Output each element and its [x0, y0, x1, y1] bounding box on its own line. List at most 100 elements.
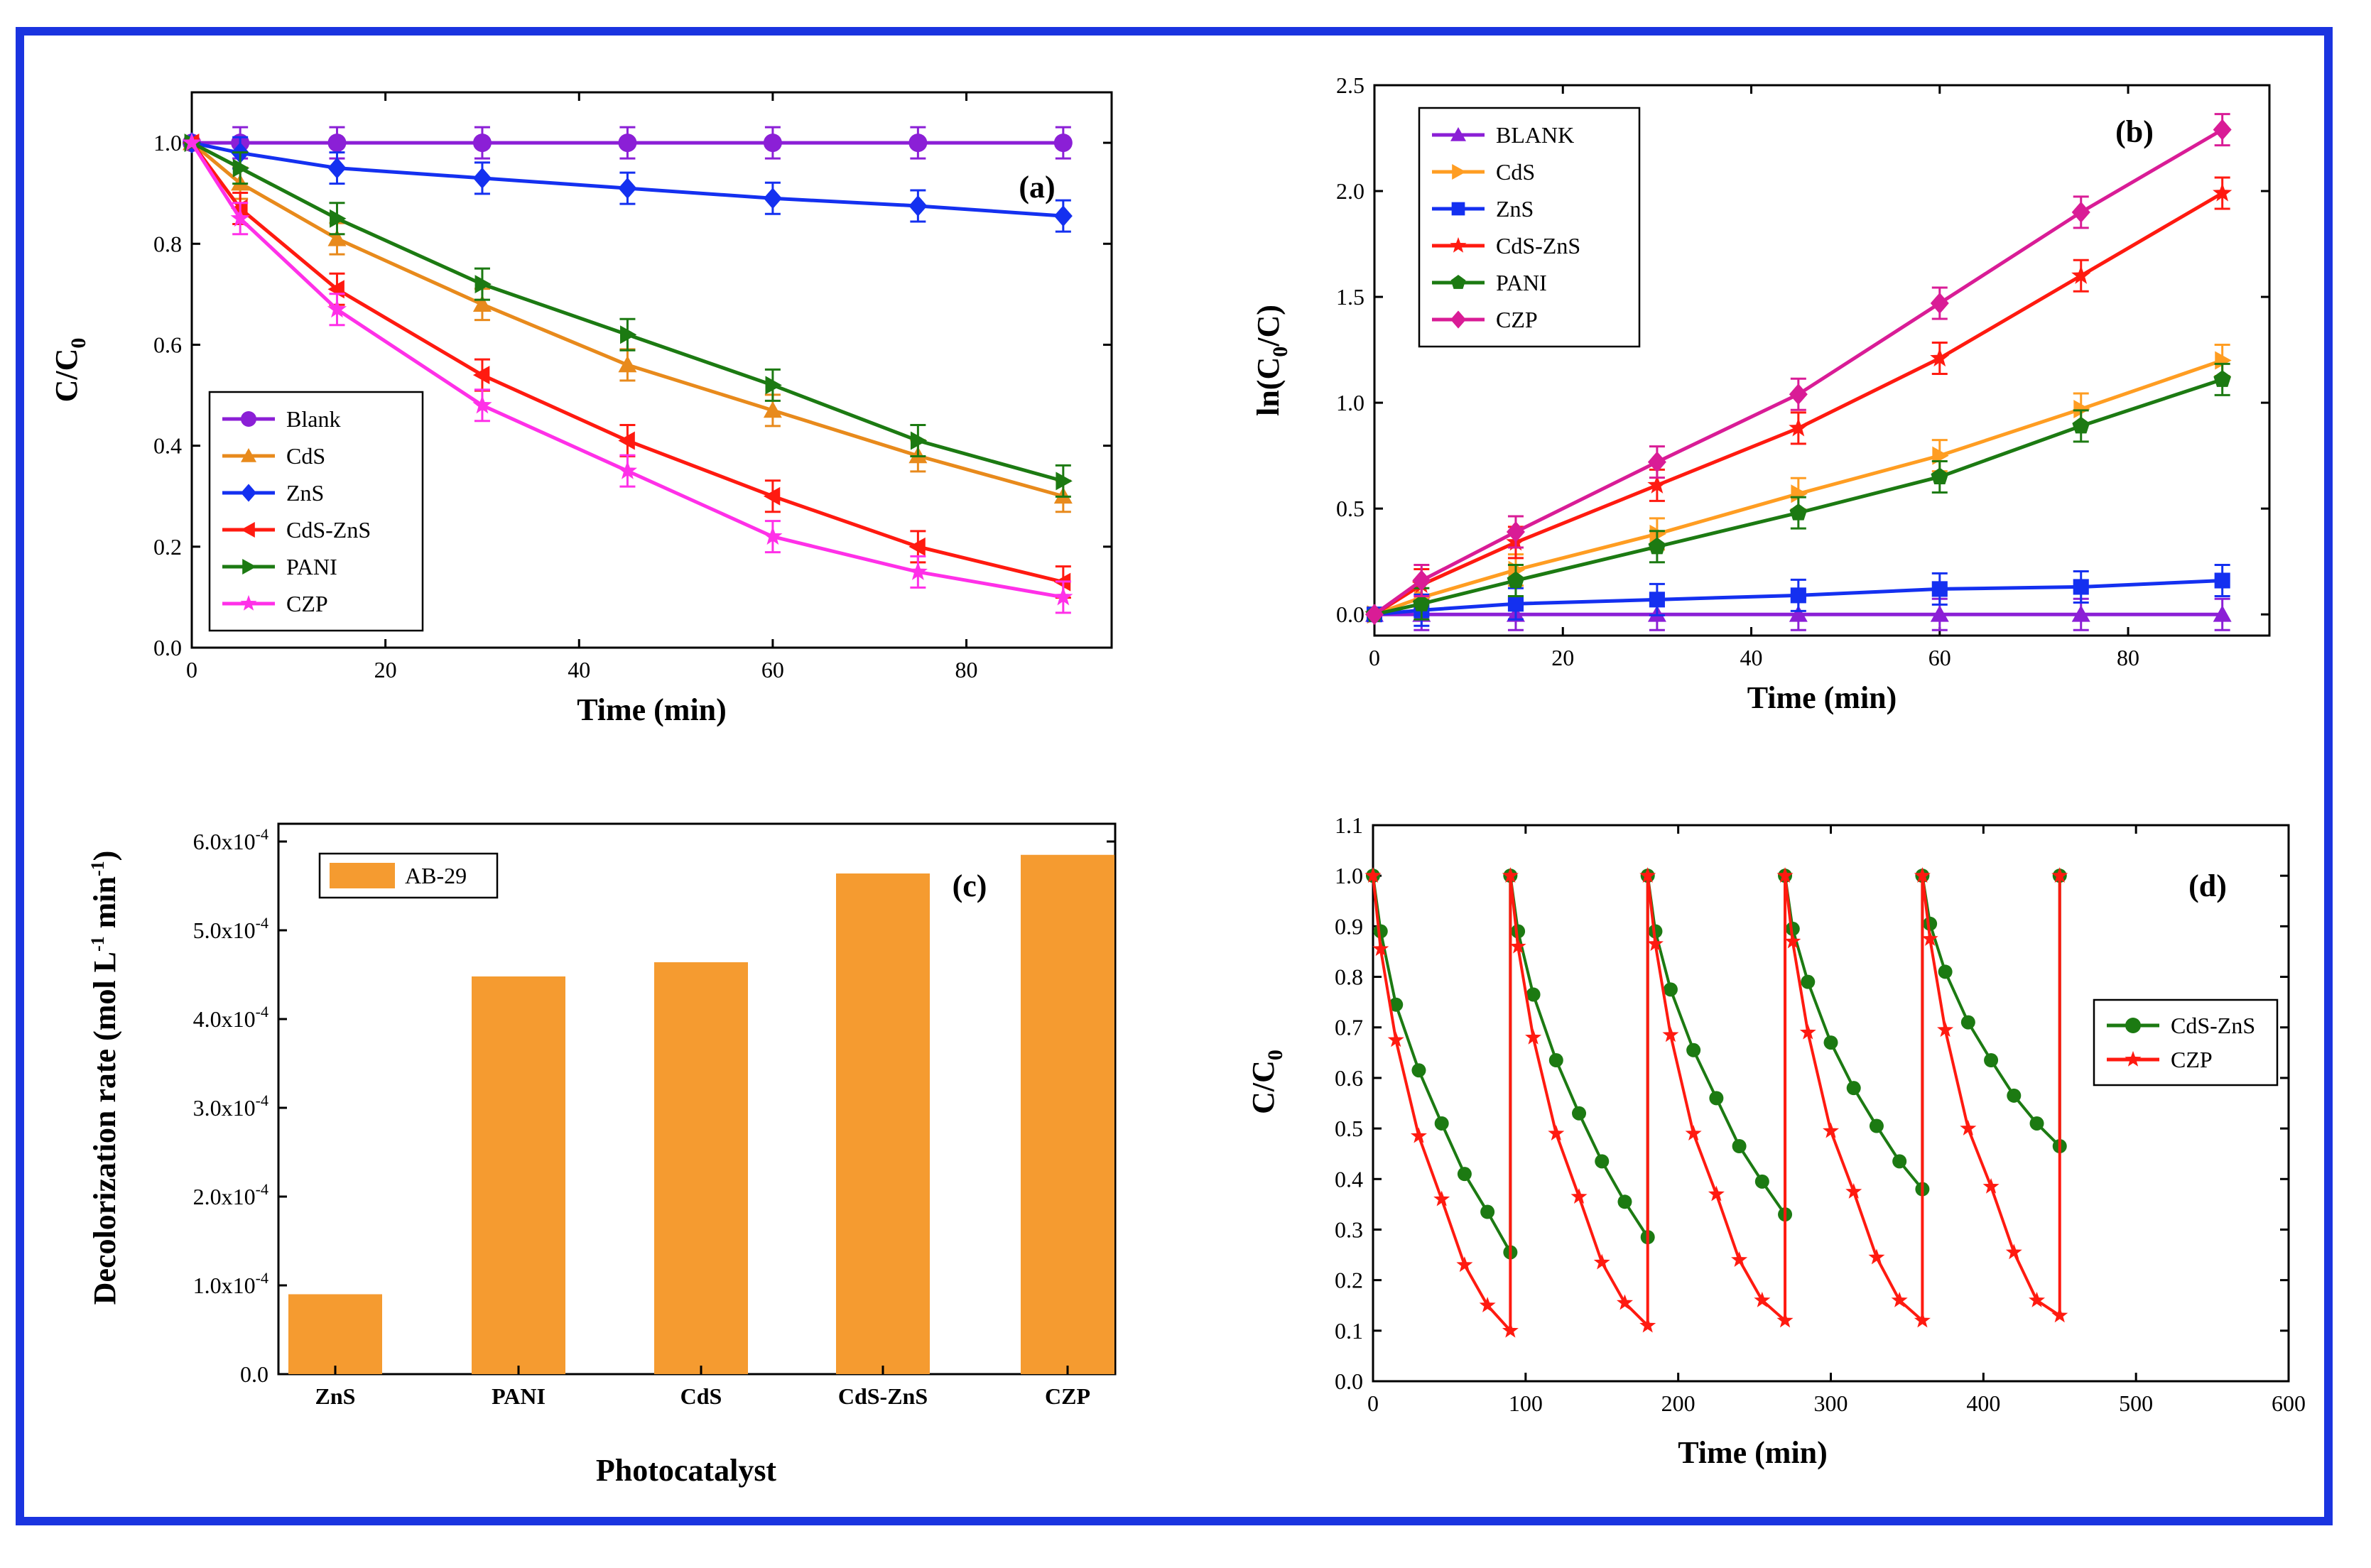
legend-label: BLANK — [1496, 122, 1574, 148]
y-tick-label: 0.1 — [1335, 1318, 1363, 1344]
data-point — [1457, 1167, 1472, 1182]
data-point — [1639, 1317, 1656, 1333]
legend-label: PANI — [1496, 270, 1547, 295]
legend-marker — [1450, 236, 1467, 253]
data-point — [1938, 964, 1953, 979]
data-point — [1647, 475, 1667, 494]
y-tick-label: 1.0 — [153, 130, 182, 156]
y-tick-label: 1.0 — [1335, 863, 1363, 888]
legend-entry: ZnS — [222, 480, 324, 506]
data-point — [1616, 1294, 1633, 1310]
data-point — [2213, 183, 2232, 202]
plot-frame — [190, 91, 1113, 649]
series-czp — [182, 132, 1073, 614]
y-tick-label: 0.0 — [153, 635, 182, 660]
bar-zns — [288, 1294, 382, 1374]
series-line — [1374, 579, 2223, 616]
data-point — [1776, 1312, 1794, 1328]
x-tick-label: 500 — [2119, 1390, 2153, 1416]
data-point — [908, 134, 928, 153]
data-point — [1754, 1292, 1771, 1307]
data-point — [1480, 1204, 1495, 1219]
legend-label: AB-29 — [405, 863, 467, 888]
data-point — [1754, 1174, 1769, 1189]
legend-label: CdS-ZnS — [1496, 233, 1580, 258]
data-point — [2071, 201, 2090, 223]
data-point — [1649, 592, 1665, 608]
data-point — [1479, 1297, 1496, 1313]
x-tick-label: 60 — [761, 657, 784, 682]
legend-entry: CdS-ZnS — [222, 517, 371, 543]
y-tick-label: 0.5 — [1336, 496, 1364, 521]
data-point — [1708, 1185, 1725, 1202]
data-point — [1365, 604, 1384, 626]
data-point — [2029, 1116, 2044, 1131]
data-point — [1845, 1182, 1862, 1199]
series-line — [1373, 128, 2223, 616]
legend-marker — [1450, 275, 1466, 289]
y-tick-label: 0.6 — [1335, 1065, 1363, 1091]
y-tick-label: 4.0x10-4 — [193, 1003, 268, 1032]
series-line — [191, 141, 1064, 218]
data-point — [2073, 579, 2089, 595]
y-tick-label: 0.8 — [153, 231, 182, 256]
legend-box — [1418, 107, 1641, 348]
panel-label: (b) — [2115, 114, 2154, 149]
x-tick-label: 0 — [1369, 645, 1380, 670]
data-point — [327, 299, 347, 318]
data-point — [1364, 867, 1382, 883]
y-tick-label: 5.0x10-4 — [193, 914, 268, 943]
y-tick-label: 1.5 — [1336, 284, 1364, 310]
series-czp — [1364, 867, 2068, 1338]
y-tick-label: 1.0x10-4 — [193, 1269, 268, 1298]
series-cds-zns — [1366, 869, 2067, 1260]
legend-marker — [241, 484, 256, 502]
series-line — [1373, 191, 2223, 616]
chart-c: 0.0 1.0x10-4 2.0x10-4 3.0x10-4 4.0x10-4 5.0x1… — [87, 822, 1117, 1488]
data-point — [1846, 1081, 1861, 1096]
y-tick-label: 2.0x10-4 — [193, 1180, 268, 1209]
legend-box — [2093, 998, 2279, 1087]
data-point — [1822, 1122, 1840, 1138]
data-point — [620, 325, 637, 344]
legend-marker — [240, 594, 257, 611]
series-line — [190, 141, 1064, 584]
data-point — [1869, 1118, 1884, 1133]
data-point — [2051, 867, 2068, 883]
legend-entry: ZnS — [1432, 196, 1534, 222]
x-tick-label: 400 — [1966, 1390, 2000, 1416]
data-point — [1595, 1154, 1610, 1169]
data-point — [908, 195, 928, 217]
data-point — [1732, 1139, 1747, 1154]
data-point — [1914, 867, 1931, 883]
x-axis-label: Time (min) — [1747, 680, 1897, 715]
y-tick-label: 0.0 — [1336, 601, 1364, 627]
data-point — [1617, 1194, 1632, 1209]
bar-czp — [1021, 854, 1114, 1374]
data-point — [327, 134, 347, 153]
data-point — [1572, 1106, 1587, 1121]
data-point — [2007, 1088, 2022, 1103]
data-point — [1784, 932, 1801, 949]
y-tick-label: 1.0 — [1336, 390, 1364, 415]
data-point — [327, 157, 347, 179]
data-point — [2071, 265, 2091, 284]
legend-entry: CdS — [1432, 159, 1535, 185]
data-point — [1984, 1052, 1999, 1067]
x-tick-label: 60 — [1928, 645, 1951, 670]
legend-entry: BLANK — [1432, 122, 1574, 148]
x-tick-label: 40 — [1740, 645, 1763, 670]
data-point — [1960, 1015, 1975, 1030]
data-point — [472, 295, 492, 312]
data-point — [2072, 416, 2090, 434]
bar-pani — [472, 976, 565, 1374]
plot-frame — [1373, 84, 2271, 637]
data-point — [2213, 119, 2232, 141]
data-point — [474, 275, 492, 294]
data-point — [1789, 605, 1808, 622]
panel-label: (d) — [2188, 869, 2227, 903]
data-point — [908, 537, 926, 556]
series-zns — [183, 132, 1073, 233]
data-point — [1789, 418, 1808, 437]
legend-label: ZnS — [286, 480, 324, 506]
